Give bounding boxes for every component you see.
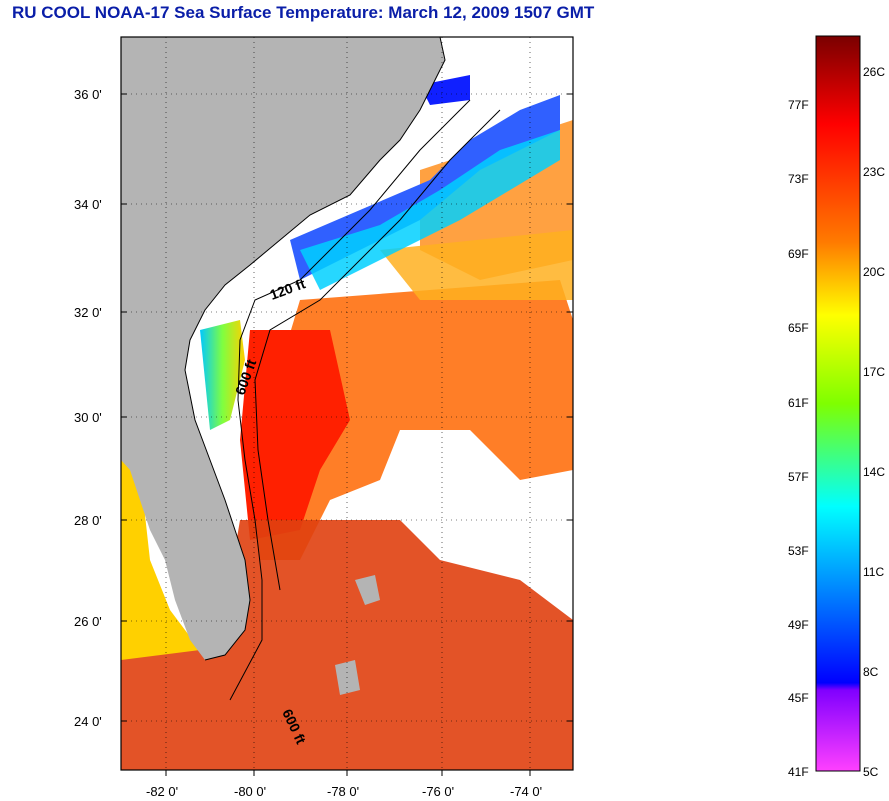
colorbar-c-label: 20C (863, 265, 885, 279)
colorbar-c-label: 14C (863, 465, 885, 479)
colorbar-c-label: 23C (863, 165, 885, 179)
colorbar-f-label: 69F (788, 247, 809, 261)
colorbar-c-label: 8C (863, 665, 879, 679)
lon-label: -76 0' (422, 784, 454, 799)
lat-label: 36 0' (74, 87, 102, 102)
colorbar: 77F 73F 69F 65F 61F 57F 53F 49F 45F 41F … (788, 35, 885, 779)
gulf-water (121, 460, 200, 660)
map-title: RU COOL NOAA-17 Sea Surface Temperature:… (12, 3, 595, 22)
axis-ticks (121, 93, 573, 776)
colorbar-f-label: 49F (788, 618, 809, 632)
colorbar-f-label: 57F (788, 470, 809, 484)
colorbar-f-label: 77F (788, 98, 809, 112)
colorbar-f-label: 53F (788, 544, 809, 558)
colorbar-c-label: 5C (863, 765, 879, 779)
lat-label: 30 0' (74, 410, 102, 425)
lon-label: -78 0' (327, 784, 359, 799)
lon-label: -74 0' (510, 784, 542, 799)
lon-label: -80 0' (234, 784, 266, 799)
lat-label: 24 0' (74, 714, 102, 729)
colorbar-c-label: 26C (863, 65, 885, 79)
colorbar-f-label: 61F (788, 396, 809, 410)
lat-label: 28 0' (74, 513, 102, 528)
coastline (184, 37, 446, 661)
lon-label: -82 0' (146, 784, 178, 799)
lat-label: 34 0' (74, 197, 102, 212)
colorbar-f-label: 73F (788, 172, 809, 186)
colorbar-f-label: 41F (788, 765, 809, 779)
land (121, 37, 445, 660)
lat-label: 26 0' (74, 614, 102, 629)
colorbar-c-label: 11C (863, 565, 884, 579)
bahamas-land (335, 575, 380, 695)
sst-map: 36 0' 34 0' 32 0' 30 0' 28 0' 26 0' 24 0… (74, 36, 574, 799)
contour-120ft (229, 99, 471, 701)
contour-600ft (254, 109, 501, 591)
colorbar-gradient (815, 35, 861, 772)
colorbar-f-label: 65F (788, 321, 809, 335)
graticule (121, 37, 573, 770)
colorbar-f-label: 45F (788, 691, 809, 705)
lat-label: 32 0' (74, 305, 102, 320)
colorbar-c-label: 17C (863, 365, 885, 379)
